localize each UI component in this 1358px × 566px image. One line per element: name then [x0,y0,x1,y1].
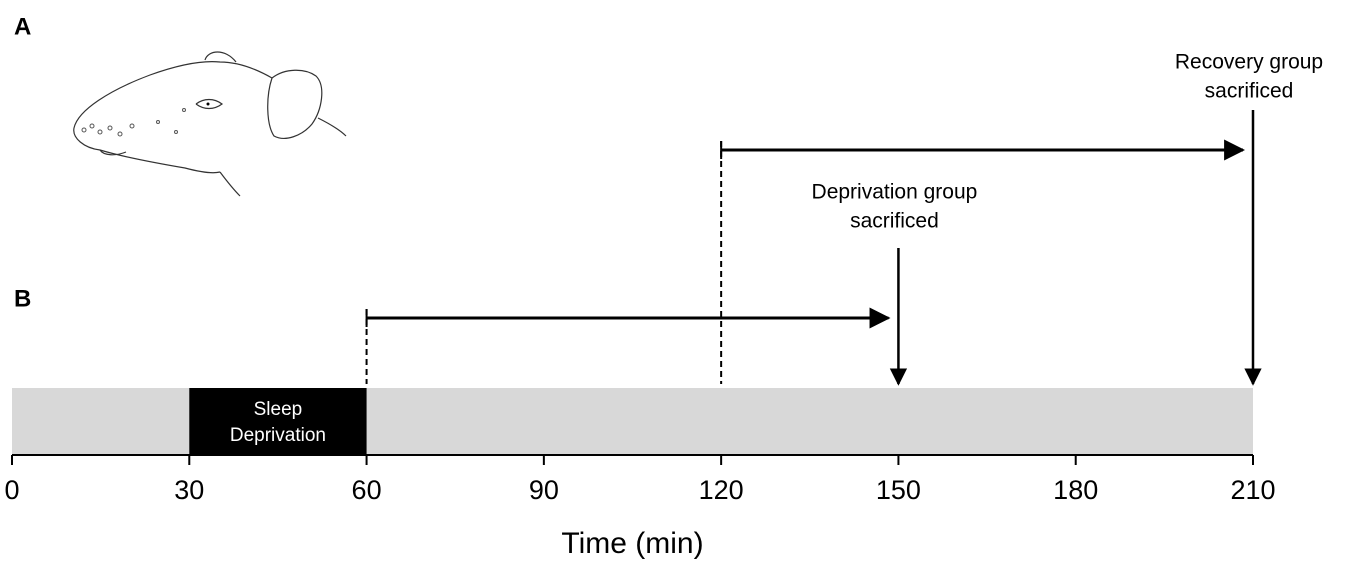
tick-label: 150 [876,475,921,505]
tick-label: 30 [174,475,204,505]
annotation: Deprivation group [812,181,978,204]
rat-eye [206,102,210,106]
tick-label: 120 [699,475,744,505]
tick-label: 180 [1053,475,1098,505]
block-label: Sleep [254,399,303,420]
block-label: Deprivation [230,425,326,446]
annotation: sacrificed [1205,80,1294,103]
panel-label: B [14,285,31,312]
sleep-deprivation-block [189,388,367,455]
tick-label: 0 [4,475,19,505]
panel-label: A [14,13,31,40]
whisker-dots [81,108,186,137]
rat-illustration [73,51,347,197]
tick-label: 210 [1230,475,1275,505]
annotation: sacrificed [850,210,939,233]
axis-title: Time (min) [561,527,703,560]
tick-label: 90 [529,475,559,505]
tick-label: 60 [352,475,382,505]
annotation: Recovery group [1175,51,1323,74]
